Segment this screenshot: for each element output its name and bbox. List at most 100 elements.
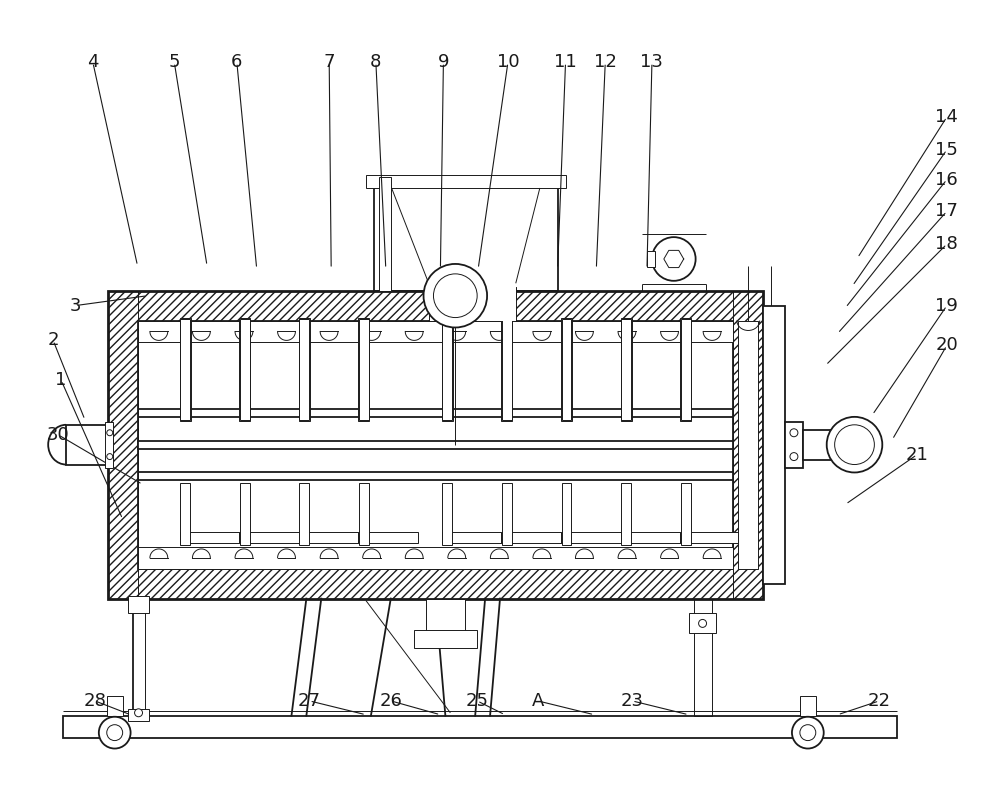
Bar: [180, 483, 190, 545]
Bar: [502, 483, 512, 545]
Bar: [621, 317, 632, 421]
Text: 6: 6: [231, 53, 243, 72]
Bar: [803, 430, 843, 460]
Bar: [442, 532, 501, 543]
Bar: [138, 320, 733, 568]
Bar: [239, 532, 299, 543]
Text: 17: 17: [935, 202, 958, 220]
Circle shape: [790, 452, 798, 460]
Text: 26: 26: [379, 692, 402, 710]
Text: 18: 18: [935, 235, 958, 253]
Bar: [429, 285, 516, 320]
Bar: [63, 716, 897, 738]
Text: 25: 25: [466, 692, 489, 710]
Bar: [681, 319, 691, 420]
Text: 27: 27: [298, 692, 321, 710]
Text: 20: 20: [935, 336, 958, 355]
Bar: [561, 317, 572, 421]
Bar: [299, 483, 309, 545]
Circle shape: [107, 430, 113, 436]
Bar: [785, 422, 803, 467]
Text: 2: 2: [47, 332, 59, 349]
Circle shape: [790, 429, 798, 436]
Circle shape: [135, 709, 143, 717]
Bar: [180, 317, 191, 421]
Bar: [108, 291, 763, 599]
Bar: [621, 532, 680, 543]
Bar: [180, 319, 190, 420]
Bar: [299, 317, 310, 421]
Bar: [138, 547, 733, 568]
Bar: [374, 176, 558, 291]
Bar: [108, 568, 763, 599]
Text: 28: 28: [83, 692, 106, 710]
Text: 5: 5: [169, 53, 180, 72]
Text: 3: 3: [69, 297, 81, 315]
Bar: [733, 291, 763, 599]
Text: 10: 10: [497, 53, 519, 72]
Bar: [358, 317, 369, 421]
Text: 1: 1: [55, 371, 67, 389]
Bar: [621, 319, 631, 420]
Bar: [180, 532, 239, 543]
Bar: [502, 319, 512, 420]
Bar: [501, 532, 561, 543]
Bar: [128, 595, 149, 614]
Bar: [561, 532, 621, 543]
Circle shape: [424, 264, 487, 328]
Bar: [240, 319, 250, 420]
Text: 23: 23: [621, 692, 644, 710]
Bar: [108, 291, 138, 599]
Text: 22: 22: [868, 692, 891, 710]
Text: A: A: [532, 692, 544, 710]
Bar: [359, 319, 369, 420]
Bar: [442, 319, 452, 420]
Bar: [647, 251, 655, 267]
Circle shape: [433, 273, 477, 317]
Text: 19: 19: [935, 297, 958, 315]
Text: 8: 8: [370, 53, 382, 72]
Bar: [105, 422, 113, 467]
Bar: [680, 532, 740, 543]
Bar: [681, 483, 691, 545]
Text: 9: 9: [438, 53, 449, 72]
Circle shape: [652, 237, 696, 281]
Bar: [299, 319, 309, 420]
Bar: [689, 614, 716, 634]
Bar: [358, 532, 418, 543]
Bar: [414, 630, 477, 648]
Bar: [800, 696, 816, 716]
Text: 12: 12: [594, 53, 617, 72]
Bar: [107, 696, 123, 716]
Bar: [108, 291, 763, 320]
Circle shape: [107, 454, 113, 460]
Circle shape: [792, 717, 824, 749]
Bar: [299, 532, 358, 543]
Circle shape: [835, 425, 874, 464]
Bar: [442, 317, 453, 421]
Bar: [128, 709, 149, 721]
Bar: [359, 483, 369, 545]
Text: 15: 15: [935, 141, 958, 159]
Bar: [763, 305, 785, 584]
Bar: [239, 317, 250, 421]
Bar: [379, 176, 391, 291]
Bar: [694, 599, 712, 716]
Bar: [562, 483, 571, 545]
Circle shape: [699, 619, 707, 627]
Bar: [240, 483, 250, 545]
Bar: [366, 175, 566, 188]
Bar: [426, 599, 465, 634]
Bar: [66, 425, 113, 464]
Bar: [621, 483, 631, 545]
Bar: [442, 483, 452, 545]
Text: 14: 14: [935, 108, 958, 126]
Circle shape: [800, 725, 816, 741]
Bar: [429, 287, 516, 299]
Circle shape: [107, 725, 123, 741]
Bar: [138, 320, 733, 343]
Bar: [738, 320, 758, 568]
Circle shape: [827, 417, 882, 472]
Bar: [680, 317, 691, 421]
Text: 16: 16: [935, 171, 958, 188]
